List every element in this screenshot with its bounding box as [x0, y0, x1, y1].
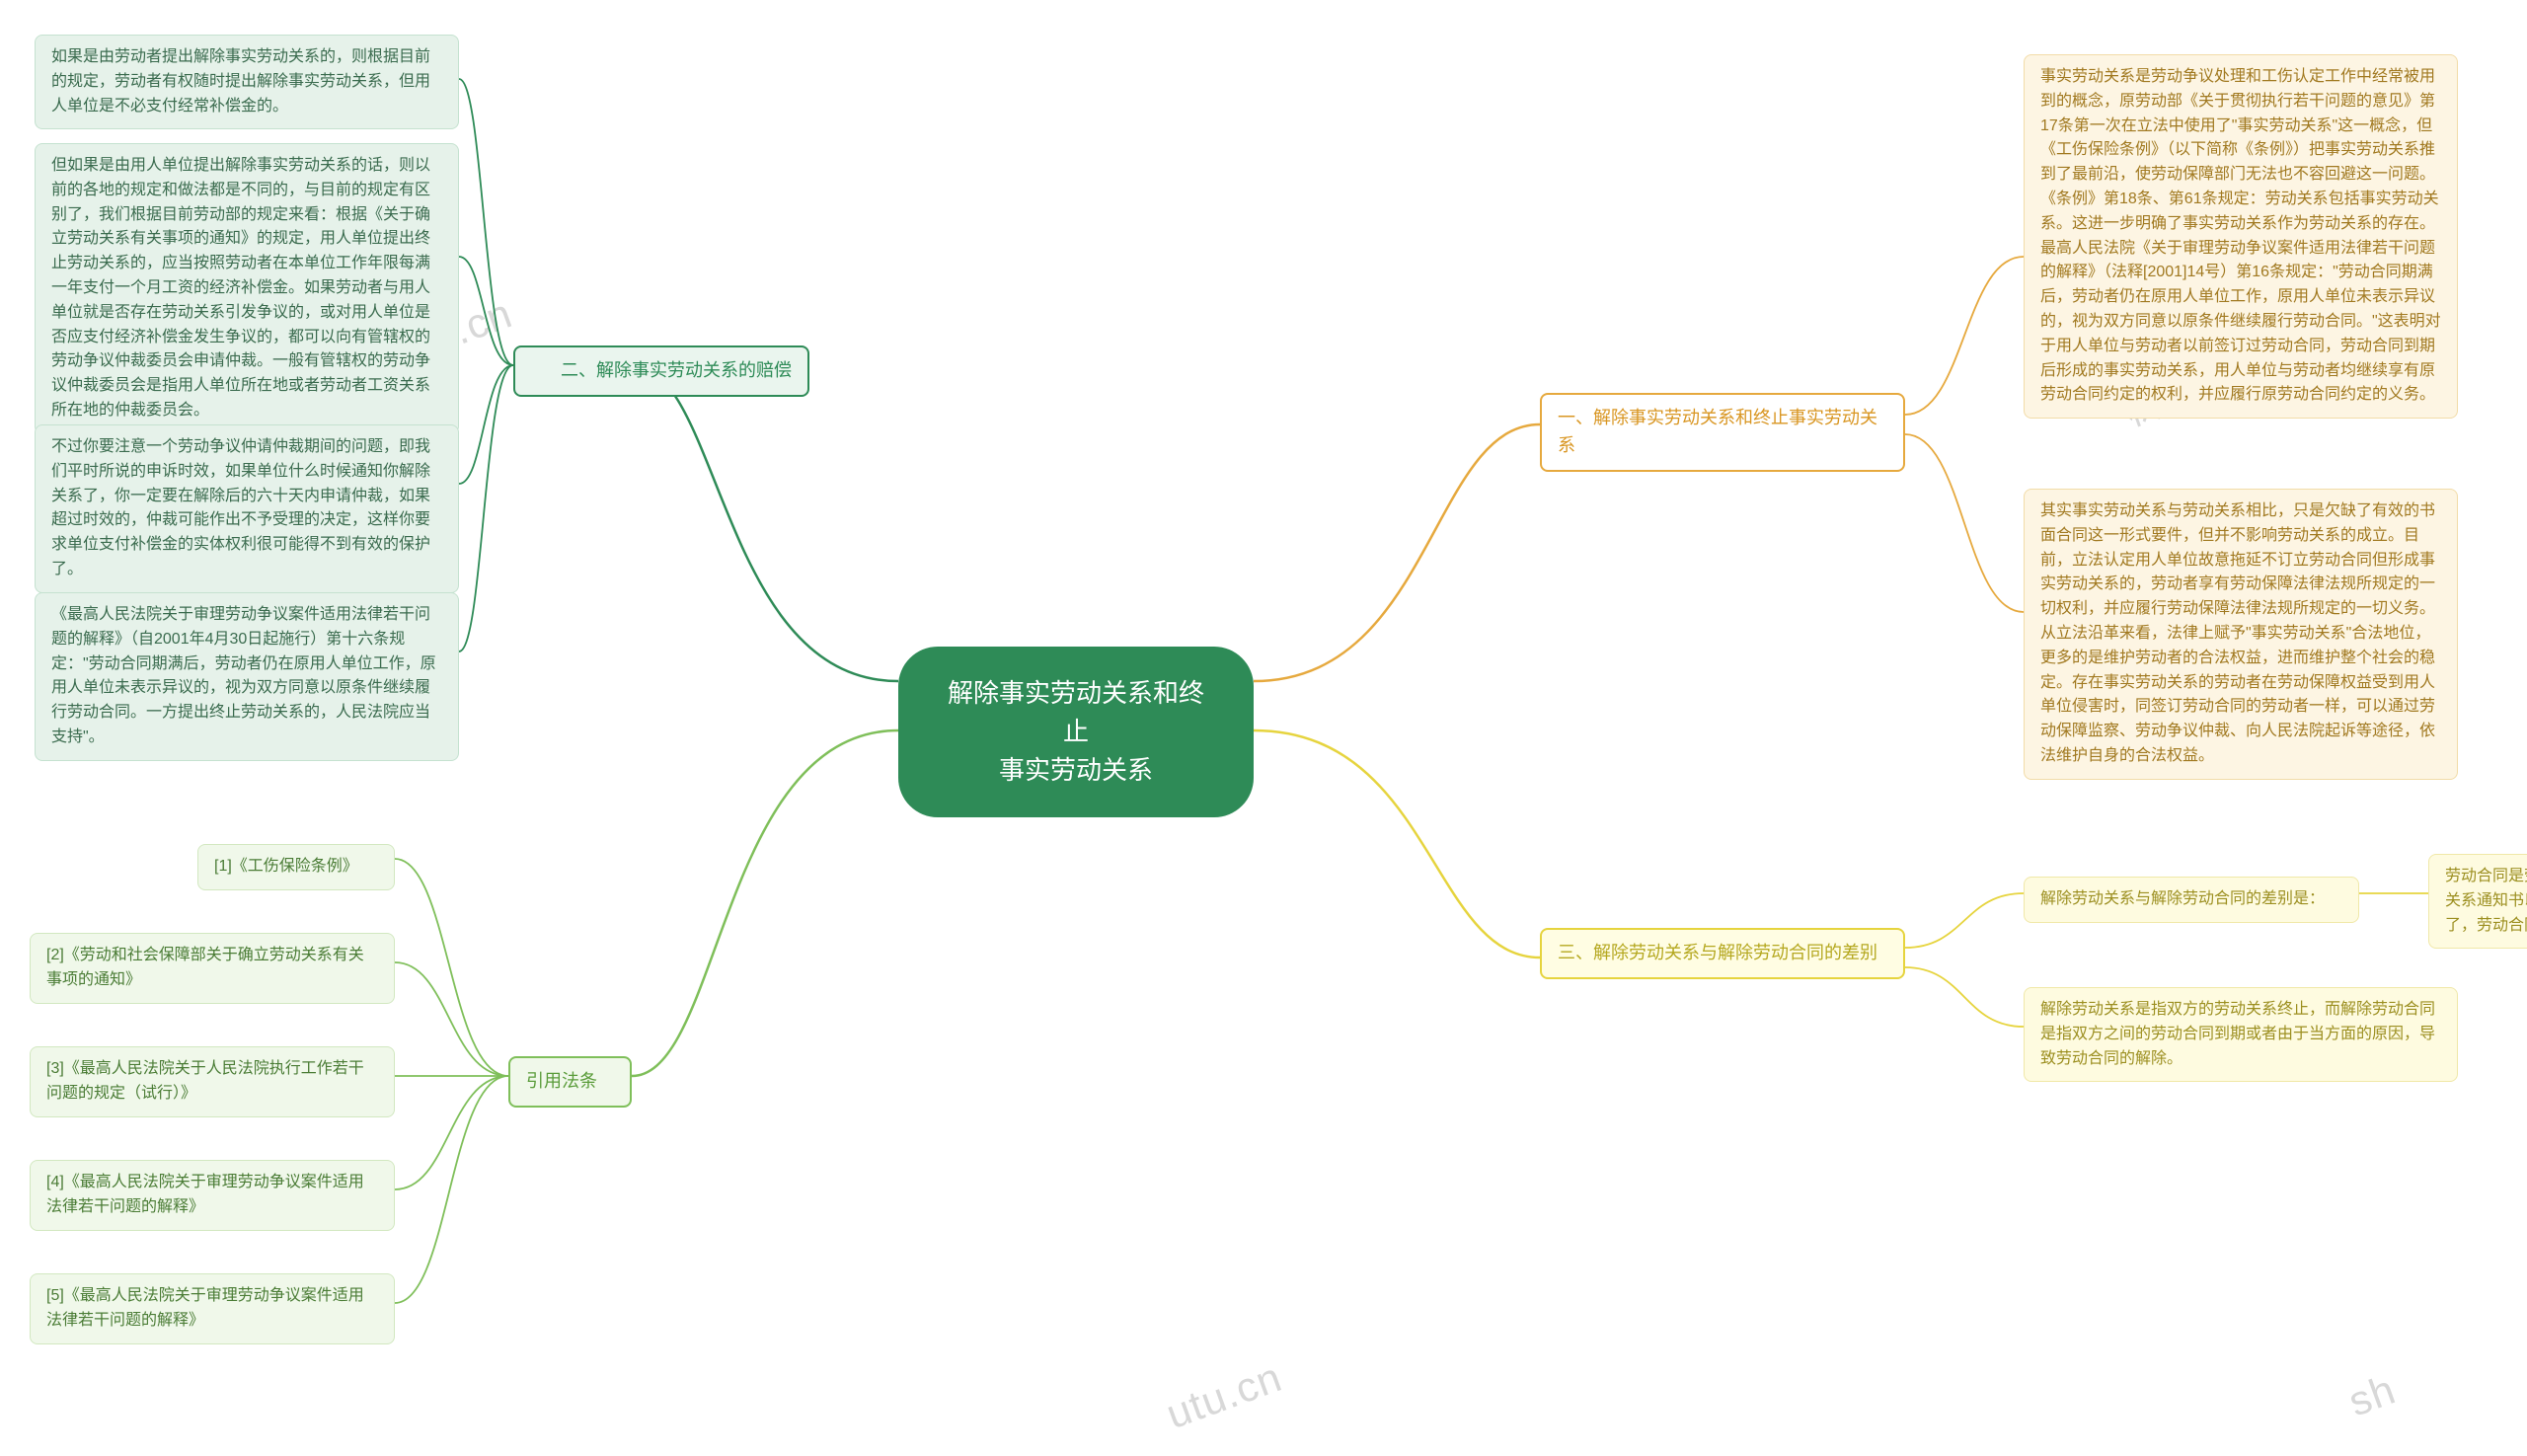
branch1-leaf2[interactable]: 其实事实劳动关系与劳动关系相比，只是欠缺了有效的书面合同这一形式要件，但并不影响…: [2024, 489, 2458, 780]
branch1-title[interactable]: 一、解除事实劳动关系和终止事实劳动关系: [1540, 393, 1905, 472]
branch4-title[interactable]: 引用法条: [508, 1056, 632, 1108]
branch3-leaf1[interactable]: 解除劳动关系与解除劳动合同的差别是：: [2024, 877, 2359, 923]
branch2-leaf4[interactable]: 《最高人民法院关于审理劳动争议案件适用法律若干问题的解释》（自2001年4月30…: [35, 592, 459, 761]
branch2-leaf1[interactable]: 如果是由劳动者提出解除事实劳动关系的，则根据目前的规定，劳动者有权随时提出解除事…: [35, 35, 459, 129]
center-node[interactable]: 解除事实劳动关系和终止事实劳动关系: [898, 647, 1254, 817]
branch4-leaf2[interactable]: [2]《劳动和社会保障部关于确立劳动关系有关事项的通知》: [30, 933, 395, 1004]
branch3-leaf2[interactable]: 解除劳动关系是指双方的劳动关系终止，而解除劳动合同是指双方之间的劳动合同到期或者…: [2024, 987, 2458, 1082]
branch3-title[interactable]: 三、解除劳动关系与解除劳动合同的差别: [1540, 928, 1905, 979]
branch2-leaf2[interactable]: 但如果是由用人单位提出解除事实劳动关系的话，则以前的各地的规定和做法都是不同的，…: [35, 143, 459, 434]
branch2-title[interactable]: 二、解除事实劳动关系的赔偿: [513, 345, 809, 397]
watermark: utu.cn: [1160, 1353, 1288, 1438]
watermark: sh: [2342, 1366, 2402, 1426]
branch4-leaf4[interactable]: [4]《最高人民法院关于审理劳动争议案件适用法律若干问题的解释》: [30, 1160, 395, 1231]
branch4-leaf5[interactable]: [5]《最高人民法院关于审理劳动争议案件适用法律若干问题的解释》: [30, 1273, 395, 1344]
branch4-leaf1[interactable]: [1]《工伤保险条例》: [197, 844, 395, 890]
branch1-leaf1[interactable]: 事实劳动关系是劳动争议处理和工伤认定工作中经常被用到的概念，原劳动部《关于贯彻执…: [2024, 54, 2458, 419]
branch4-leaf3[interactable]: [3]《最高人民法院关于人民法院执行工作若干问题的规定（试行）》: [30, 1046, 395, 1117]
branch3-leaf1a[interactable]: 劳动合同是劳动关系的一种载体，签了解除劳动关系通知书以后你和公司就没有劳动关系存…: [2428, 854, 2527, 949]
branch2-leaf3[interactable]: 不过你要注意一个劳动争议仲请仲裁期间的问题，即我们平时所说的申诉时效，如果单位什…: [35, 424, 459, 593]
